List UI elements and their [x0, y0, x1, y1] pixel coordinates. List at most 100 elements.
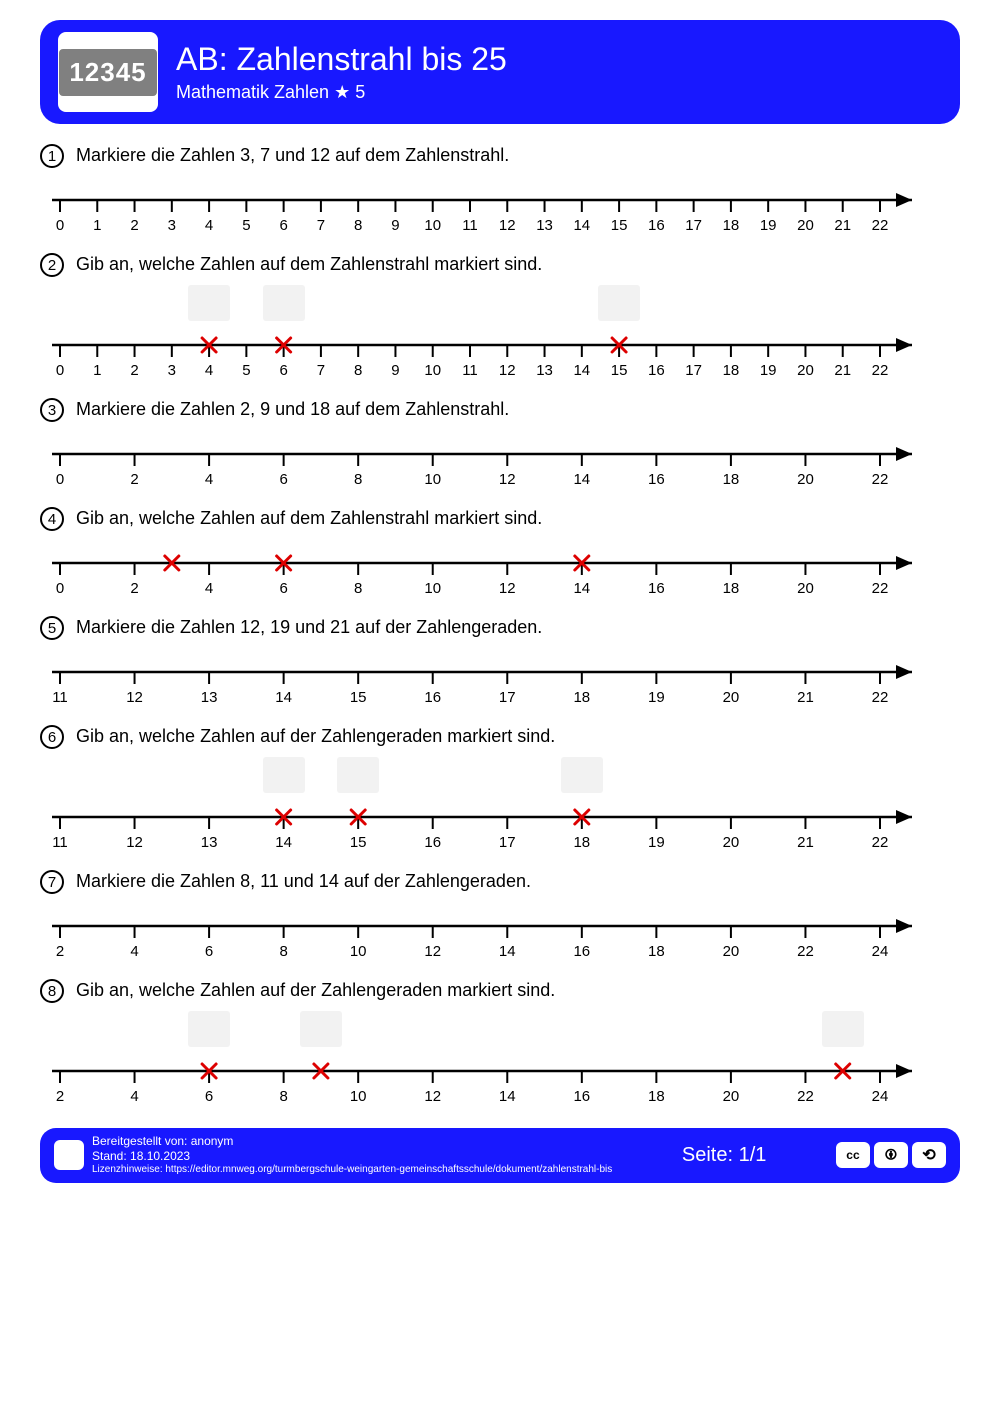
svg-text:2: 2	[130, 362, 138, 379]
svg-text:21: 21	[834, 362, 851, 379]
svg-text:10: 10	[424, 362, 441, 379]
svg-text:0: 0	[56, 580, 64, 597]
answer-box[interactable]	[263, 757, 305, 793]
svg-text:2: 2	[56, 943, 64, 960]
numberline-wrap: 0246810121416182022	[40, 430, 960, 493]
svg-text:19: 19	[648, 834, 665, 851]
svg-text:12: 12	[126, 689, 143, 706]
svg-text:13: 13	[536, 217, 553, 234]
svg-text:12: 12	[126, 834, 143, 851]
numberline-wrap: 012345678910111213141516171819202122	[40, 176, 960, 239]
svg-text:16: 16	[648, 362, 665, 379]
footer-meta: Bereitgestellt von: anonym Stand: 18.10.…	[92, 1134, 612, 1177]
svg-text:14: 14	[573, 362, 590, 379]
svg-text:6: 6	[279, 580, 287, 597]
svg-text:10: 10	[424, 471, 441, 488]
svg-text:22: 22	[872, 362, 889, 379]
svg-text:16: 16	[648, 471, 665, 488]
task: 7Markiere die Zahlen 8, 11 und 14 auf de…	[40, 870, 960, 965]
svg-text:6: 6	[205, 1088, 213, 1105]
svg-text:8: 8	[354, 362, 362, 379]
task-header: 2Gib an, welche Zahlen auf dem Zahlenstr…	[40, 253, 960, 277]
task-text: Gib an, welche Zahlen auf der Zahlengera…	[76, 980, 555, 1001]
cc-icon: cc	[836, 1142, 870, 1168]
task-header: 1Markiere die Zahlen 3, 7 und 12 auf dem…	[40, 144, 960, 168]
numberline: 0246810121416182022	[40, 547, 920, 597]
svg-text:4: 4	[130, 1088, 138, 1105]
task: 4 Gib an, welche Zahlen auf dem Zahlenstr…	[40, 507, 960, 602]
svg-text:20: 20	[797, 362, 814, 379]
numberline-wrap: 24681012141618202224	[40, 1011, 960, 1110]
task-text: Markiere die Zahlen 8, 11 und 14 auf der…	[76, 871, 531, 892]
svg-text:16: 16	[648, 217, 665, 234]
svg-text:17: 17	[499, 834, 516, 851]
svg-text:0: 0	[56, 362, 64, 379]
answer-box[interactable]	[337, 757, 379, 793]
svg-text:16: 16	[424, 834, 441, 851]
task: 8 Gib an, welche Zahlen auf der Zahlenger…	[40, 979, 960, 1110]
svg-text:22: 22	[872, 471, 889, 488]
svg-text:14: 14	[573, 217, 590, 234]
svg-text:14: 14	[573, 471, 590, 488]
task-number: 2	[40, 253, 64, 277]
footer-date: Stand: 18.10.2023	[92, 1149, 612, 1164]
svg-text:5: 5	[242, 217, 250, 234]
svg-text:20: 20	[723, 689, 740, 706]
numberline: 111213141516171819202122	[40, 656, 920, 706]
svg-text:22: 22	[872, 217, 889, 234]
svg-text:2: 2	[130, 471, 138, 488]
svg-text:20: 20	[797, 580, 814, 597]
svg-text:22: 22	[872, 580, 889, 597]
answer-box[interactable]	[263, 285, 305, 321]
svg-text:4: 4	[205, 217, 213, 234]
svg-text:6: 6	[279, 217, 287, 234]
numberline: 24681012141618202224	[40, 1055, 920, 1105]
svg-text:12: 12	[499, 362, 516, 379]
task-header: 8 Gib an, welche Zahlen auf der Zahlenger…	[40, 979, 960, 1003]
svg-text:4: 4	[205, 580, 213, 597]
svg-text:21: 21	[797, 689, 814, 706]
answer-box[interactable]	[188, 1011, 230, 1047]
task: 6 Gib an, welche Zahlen auf der Zahlenger…	[40, 725, 960, 856]
svg-text:20: 20	[797, 471, 814, 488]
svg-text:18: 18	[573, 689, 590, 706]
answer-box[interactable]	[598, 285, 640, 321]
task-number: 1	[40, 144, 64, 168]
task-number: 6	[40, 725, 64, 749]
svg-text:12: 12	[499, 580, 516, 597]
svg-text:20: 20	[797, 217, 814, 234]
answer-box[interactable]	[561, 757, 603, 793]
page-subtitle: Mathematik Zahlen ★ 5	[176, 82, 507, 103]
svg-text:22: 22	[797, 1088, 814, 1105]
svg-text:8: 8	[279, 1088, 287, 1105]
svg-text:8: 8	[279, 943, 287, 960]
svg-text:22: 22	[872, 689, 889, 706]
answer-box[interactable]	[822, 1011, 864, 1047]
footer-page: Seite: 1/1	[682, 1144, 767, 1167]
task-number: 8	[40, 979, 64, 1003]
sa-icon: ⟲	[912, 1142, 946, 1168]
svg-text:0: 0	[56, 217, 64, 234]
svg-text:14: 14	[573, 580, 590, 597]
svg-text:12: 12	[424, 943, 441, 960]
footer-bar: ✻ Bereitgestellt von: anonym Stand: 18.1…	[40, 1128, 960, 1183]
task: 1Markiere die Zahlen 3, 7 und 12 auf dem…	[40, 144, 960, 239]
footer-left: ✻ Bereitgestellt von: anonym Stand: 18.1…	[54, 1134, 612, 1177]
answer-box[interactable]	[300, 1011, 342, 1047]
numberline: 111213141516171819202122	[40, 801, 920, 851]
footer-provided: Bereitgestellt von: anonym	[92, 1134, 612, 1149]
task-text: Gib an, welche Zahlen auf der Zahlengera…	[76, 726, 555, 747]
svg-text:16: 16	[573, 943, 590, 960]
svg-text:17: 17	[685, 362, 702, 379]
svg-text:18: 18	[648, 1088, 665, 1105]
svg-text:2: 2	[56, 1088, 64, 1105]
footer-cc: cc 🅯 ⟲	[836, 1142, 946, 1168]
svg-text:13: 13	[201, 689, 218, 706]
svg-text:15: 15	[611, 217, 628, 234]
task-text: Gib an, welche Zahlen auf dem Zahlenstra…	[76, 508, 542, 529]
task-header: 6 Gib an, welche Zahlen auf der Zahlenger…	[40, 725, 960, 749]
svg-text:18: 18	[723, 580, 740, 597]
answer-box[interactable]	[188, 285, 230, 321]
numberline-wrap: 111213141516171819202122	[40, 648, 960, 711]
svg-text:11: 11	[52, 834, 68, 851]
